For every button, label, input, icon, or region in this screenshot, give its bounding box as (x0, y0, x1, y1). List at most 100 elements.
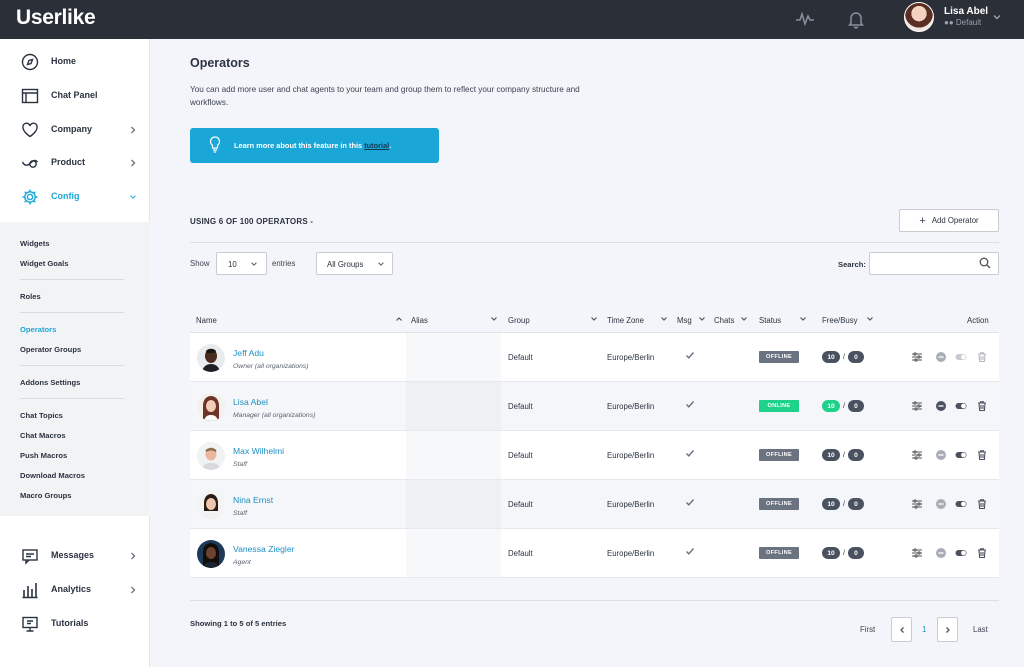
minus-circle-icon[interactable] (935, 498, 947, 510)
settings-sliders-icon[interactable] (911, 498, 923, 510)
toggle-icon[interactable] (955, 547, 967, 559)
column-header-chats[interactable]: Chats (714, 307, 756, 333)
submenu-item-operators[interactable]: Operators (20, 325, 57, 334)
chevron-down-icon (591, 317, 597, 321)
column-header-name[interactable]: Name (196, 307, 406, 333)
userlike-logo[interactable]: Userlike (16, 6, 96, 29)
minus-circle-icon[interactable] (935, 449, 947, 461)
entries-select[interactable]: 10 (216, 252, 267, 275)
sidebar-item-chat-panel[interactable]: Chat Panel (0, 82, 150, 110)
search-icon[interactable] (979, 257, 991, 269)
sidebar-item-config[interactable]: Config (0, 183, 150, 211)
status-badge: ONLINE (759, 400, 799, 412)
chevron-down-icon (251, 262, 257, 266)
trash-icon[interactable] (976, 400, 988, 412)
trash-icon[interactable] (976, 547, 988, 559)
settings-sliders-icon[interactable] (911, 351, 923, 363)
sidebar-item-company[interactable]: Company (0, 116, 150, 144)
minus-circle-icon[interactable] (935, 351, 947, 363)
submenu-item-push-macros[interactable]: Push Macros (20, 451, 68, 460)
toggle-icon[interactable] (955, 351, 967, 363)
operator-name[interactable]: Lisa Abel (233, 397, 268, 407)
check-icon (686, 352, 695, 359)
avatar (197, 491, 225, 519)
entries-label: entries (272, 259, 296, 268)
operator-name[interactable]: Max Wilhelmi (233, 446, 285, 456)
column-header-group[interactable]: Group (508, 307, 603, 333)
column-header-status[interactable]: Status (759, 307, 814, 333)
user-avatar[interactable] (904, 2, 934, 32)
trash-icon[interactable] (976, 351, 988, 363)
pagination-last[interactable]: Last (973, 625, 988, 634)
check-icon (686, 450, 695, 457)
column-label: Action (967, 316, 989, 325)
tutorial-text-main: Learn more about this feature in this (234, 141, 365, 150)
submenu-divider (20, 398, 124, 399)
entries-summary: Showing 1 to 5 of 5 entries (190, 619, 287, 628)
sidebar-item-product[interactable]: Product (0, 149, 150, 177)
table-row[interactable]: Max Wilhelmi Staff Default Europe/Berlin… (190, 431, 999, 480)
chevron-down-icon[interactable] (992, 12, 1002, 22)
pagination-first[interactable]: First (860, 625, 876, 634)
operator-name[interactable]: Nina Ernst (233, 495, 274, 505)
table-row[interactable]: Nina Ernst Staff Default Europe/Berlin O… (190, 480, 999, 529)
free-busy-separator: / (843, 500, 845, 508)
submenu-item-chat-topics[interactable]: Chat Topics (20, 411, 63, 420)
sidebar-item-label: Home (51, 56, 77, 66)
submenu-item-download-macros[interactable]: Download Macros (20, 471, 85, 480)
table-row[interactable]: Vanessa Ziegler Agent Default Europe/Ber… (190, 529, 999, 578)
column-label: Status (759, 316, 782, 325)
column-label: Free/Busy (822, 316, 858, 325)
toggle-icon[interactable] (955, 400, 967, 412)
submenu-item-widgets[interactable]: Widgets (20, 239, 50, 248)
sidebar-item-tutorials[interactable]: Tutorials (0, 610, 150, 638)
tutorial-banner[interactable]: Learn more about this feature in this tu… (190, 128, 439, 163)
table-row[interactable]: Lisa Abel Manager (all organizations) De… (190, 382, 999, 431)
sidebar-item-home[interactable]: Home (0, 48, 150, 76)
toggle-icon[interactable] (955, 449, 967, 461)
activity-icon[interactable] (795, 9, 815, 29)
trash-icon[interactable] (976, 449, 988, 461)
submenu-item-addons-settings[interactable]: Addons Settings (20, 378, 81, 387)
alias-cell (406, 529, 501, 577)
column-header-alias[interactable]: Alias (411, 307, 506, 333)
submenu-item-widget-goals[interactable]: Widget Goals (20, 259, 69, 268)
settings-sliders-icon[interactable] (911, 547, 923, 559)
sidebar-item-analytics[interactable]: Analytics (0, 576, 150, 604)
add-operator-button[interactable]: + Add Operator (899, 209, 999, 232)
minus-circle-icon[interactable] (935, 400, 947, 412)
column-header-msg[interactable]: Msg (677, 307, 713, 333)
add-operator-label: Add Operator (931, 216, 979, 225)
free-busy: 10/0 (822, 547, 864, 559)
toggle-icon[interactable] (955, 498, 967, 510)
settings-sliders-icon[interactable] (911, 449, 923, 461)
free-count: 10 (822, 498, 840, 510)
column-header-time-zone[interactable]: Time Zone (607, 307, 677, 333)
operator-name[interactable]: Jeff Adu (233, 348, 264, 358)
tutorial-link[interactable]: tutorial (364, 141, 390, 150)
group-select[interactable]: All Groups (316, 252, 393, 275)
user-name[interactable]: Lisa Abel (944, 6, 989, 17)
search-input[interactable] (869, 252, 999, 275)
pagination-prev-button[interactable] (891, 617, 912, 642)
pagination-next-button[interactable] (937, 617, 958, 642)
free-busy: 10/0 (822, 400, 864, 412)
sidebar-item-label: Tutorials (51, 618, 89, 628)
submenu-item-operator-groups[interactable]: Operator Groups (20, 345, 82, 354)
trash-icon[interactable] (976, 498, 988, 510)
column-header-action: Action (967, 307, 999, 333)
submenu-item-roles[interactable]: Roles (20, 292, 41, 301)
page-title: Operators (190, 56, 250, 70)
minus-circle-icon[interactable] (935, 547, 947, 559)
submenu-item-macro-groups[interactable]: Macro Groups (20, 491, 72, 500)
bell-icon[interactable] (846, 9, 866, 29)
column-header-free-busy[interactable]: Free/Busy (822, 307, 882, 333)
settings-sliders-icon[interactable] (911, 400, 923, 412)
submenu-item-chat-macros[interactable]: Chat Macros (20, 431, 66, 440)
page-description: You can add more user and chat agents to… (190, 85, 580, 107)
operator-name[interactable]: Vanessa Ziegler (233, 544, 295, 554)
sidebar-item-messages[interactable]: Messages (0, 542, 150, 570)
pagination-page[interactable]: 1 (922, 625, 927, 634)
table-row[interactable]: Jeff Adu Owner (all organizations) Defau… (190, 333, 999, 382)
column-label: Msg (677, 316, 692, 325)
